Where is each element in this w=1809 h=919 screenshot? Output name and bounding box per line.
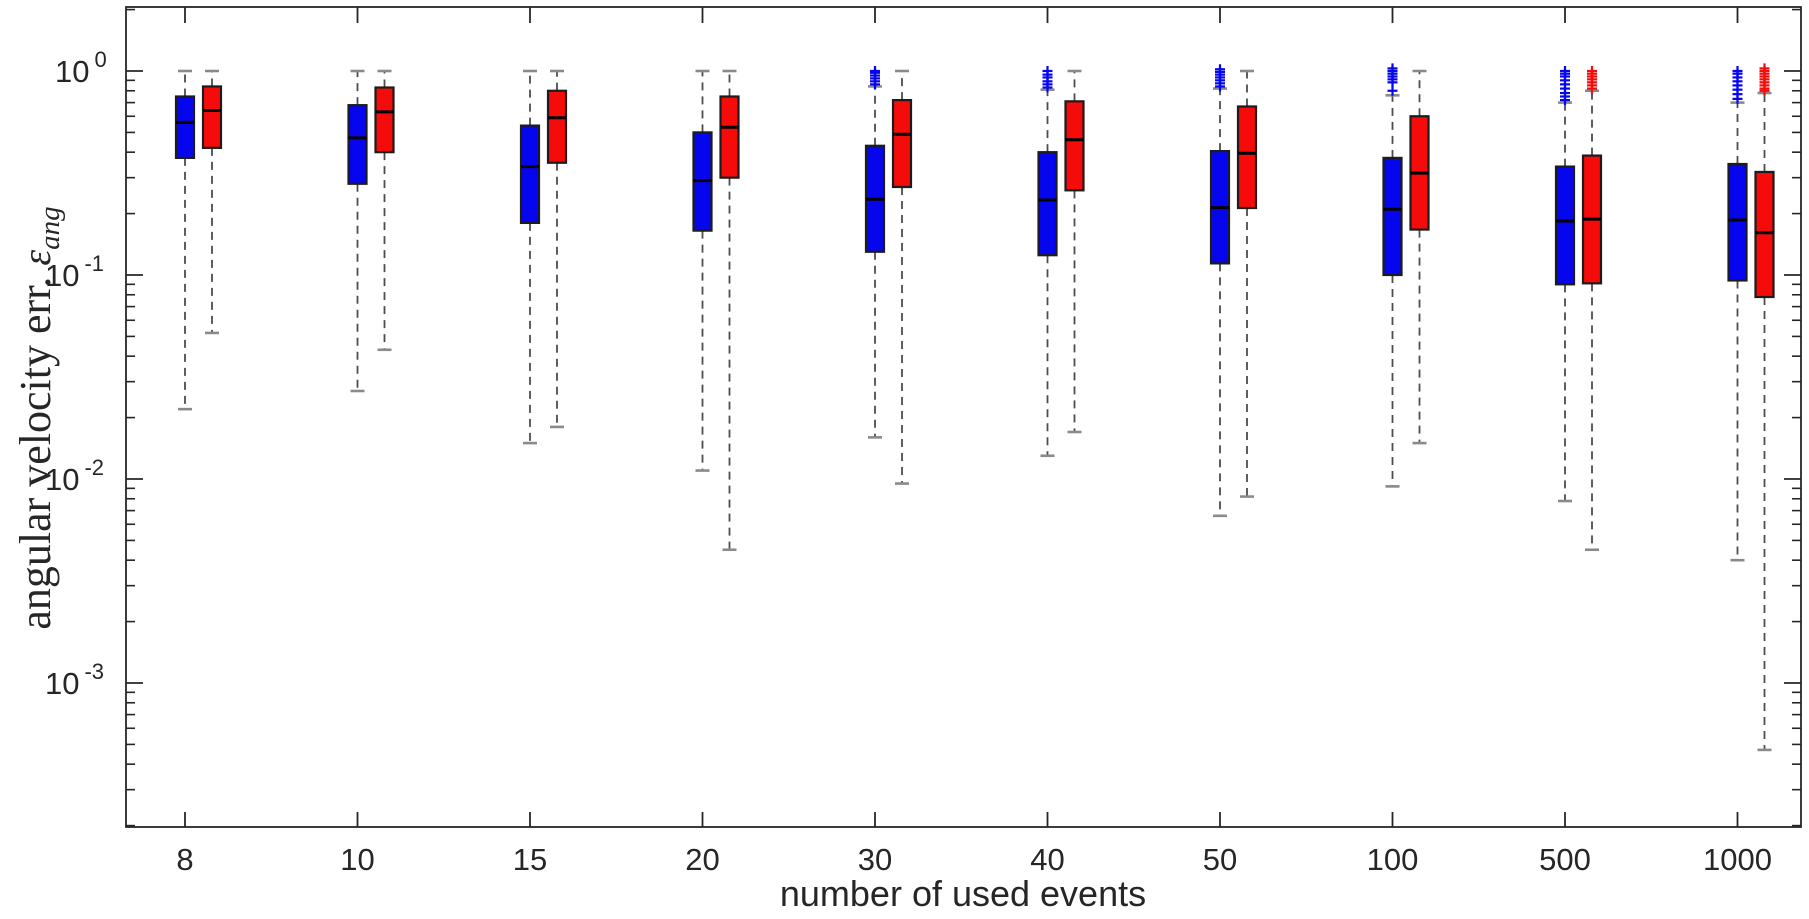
- box-series: [174, 63, 1775, 752]
- box-blue: [1727, 162, 1748, 282]
- x-tick-label: 500: [1539, 842, 1591, 877]
- box-group-red-40: [1064, 69, 1085, 434]
- box-red: [374, 86, 395, 154]
- x-tick-label: 40: [1030, 842, 1064, 877]
- box-red: [1754, 170, 1775, 299]
- box-red: [891, 99, 913, 189]
- axis-tick-labels: 10 0 10 -1 10 -2 10 -3 8 10 15 20 30 40 50 100 500 1000: [45, 47, 1772, 877]
- y-axis-label-text: angular velocity err.: [11, 266, 60, 630]
- y-tick-label: 10 -3: [45, 659, 104, 701]
- box-blue: [1382, 156, 1403, 277]
- x-tick-label: 10: [340, 842, 374, 877]
- x-tick-label: 1000: [1703, 842, 1772, 877]
- box-blue: [347, 104, 368, 185]
- box-group-red-1000: [1754, 63, 1775, 752]
- axis-ticks: [126, 7, 1801, 827]
- box-group-blue-1000: [1727, 66, 1748, 562]
- box-blue: [1554, 165, 1576, 286]
- y-tick-label: 10 -1: [45, 251, 104, 293]
- box-group-blue-40: [1037, 66, 1058, 458]
- box-group-blue-8: [174, 69, 196, 411]
- box-group-red-10: [374, 69, 395, 352]
- x-tick-label: 50: [1203, 842, 1237, 877]
- box-red: [546, 89, 568, 164]
- box-group-blue-500: [1554, 66, 1576, 503]
- box-red: [201, 85, 223, 149]
- box-group-blue-20: [692, 69, 713, 472]
- box-red: [719, 95, 740, 179]
- x-axis-label: number of used events: [780, 873, 1146, 914]
- box-group-red-30: [891, 69, 913, 485]
- x-tick-label: 30: [858, 842, 892, 877]
- y-tick-label: 10 -2: [45, 455, 104, 497]
- plot-border: [125, 6, 1802, 828]
- box-red: [1236, 105, 1258, 210]
- x-tick-label: 20: [685, 842, 719, 877]
- box-group-red-500: [1581, 66, 1603, 552]
- box-blue: [1037, 151, 1058, 257]
- box-group-red-20: [719, 69, 740, 552]
- x-tick-label: 15: [513, 842, 547, 877]
- y-axis-label: angular velocity err. εang: [11, 206, 66, 629]
- box-group-blue-100: [1382, 63, 1403, 488]
- box-group-blue-15: [519, 69, 541, 445]
- y-tick-label: 10 0: [55, 47, 107, 89]
- box-group-red-100: [1409, 69, 1430, 445]
- box-group-red-50: [1236, 69, 1258, 498]
- box-blue: [519, 124, 541, 225]
- y-minor-ticks: [126, 8, 1801, 827]
- box-group-red-15: [546, 69, 568, 429]
- box-blue: [174, 95, 196, 159]
- box-red: [1064, 100, 1085, 192]
- box-group-blue-10: [347, 69, 368, 393]
- box-group-blue-30: [864, 66, 886, 439]
- x-tick-label: 100: [1367, 842, 1419, 877]
- box-group-blue-50: [1209, 64, 1231, 518]
- box-group-red-8: [201, 69, 223, 335]
- plot-background: [126, 7, 1801, 827]
- epsilon-symbol: ε: [14, 250, 59, 266]
- y-axis-label-subscript: ang: [34, 206, 66, 250]
- x-tick-label: 8: [176, 842, 193, 877]
